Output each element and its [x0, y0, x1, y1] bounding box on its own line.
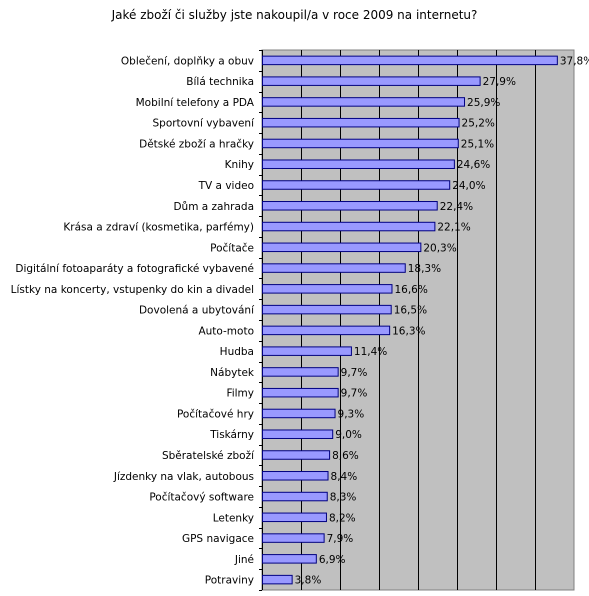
category-label: Auto-moto: [198, 325, 254, 337]
category-label: Bílá technika: [186, 76, 254, 88]
category-label: Mobilní telefony a PDA: [136, 97, 255, 109]
category-label: Počítače: [210, 242, 254, 254]
bar: [262, 346, 352, 356]
category-label: Počítačový software: [149, 492, 254, 504]
bar: [262, 450, 331, 460]
bar: [262, 429, 334, 439]
bar: [262, 117, 460, 128]
value-label: 6,9%: [319, 554, 346, 566]
bar: [262, 180, 451, 190]
bar: [262, 304, 392, 315]
value-label: 9,0%: [335, 429, 362, 441]
chart-title: Jaké zboží či služby jste nakoupil/a v r…: [111, 8, 478, 22]
category-label: Dětské zboží a hračky: [139, 138, 254, 150]
value-label: 11,4%: [354, 346, 387, 358]
category-label: Knihy: [225, 159, 254, 171]
bar: [262, 284, 393, 294]
category-label: Sportovní vybavení: [152, 118, 255, 130]
bar: [262, 201, 438, 211]
bar: [262, 325, 391, 336]
bar: [262, 242, 422, 253]
value-label: 25,9%: [467, 97, 500, 109]
value-label: 8,2%: [329, 512, 356, 524]
category-label: Sběratelské zboží: [162, 450, 255, 462]
bar: [262, 159, 455, 169]
bar: [262, 367, 339, 377]
value-label: 16,6%: [394, 284, 427, 296]
bar: [262, 554, 317, 564]
value-label: 7,9%: [327, 533, 354, 545]
bar: [262, 471, 329, 481]
category-label: Hudba: [220, 346, 254, 358]
category-label: Lístky na koncerty, vstupenky do kin a d…: [11, 284, 254, 296]
category-label: TV a video: [198, 180, 254, 192]
value-label: 9,3%: [338, 408, 365, 420]
value-label: 20,3%: [423, 242, 456, 254]
category-label: GPS navigace: [182, 533, 254, 545]
category-label: Oblečení, doplňky a obuv: [121, 55, 254, 67]
bar: [262, 55, 558, 66]
value-label: 9,7%: [341, 367, 368, 379]
value-label: 24,0%: [452, 180, 485, 192]
bar: [262, 574, 293, 585]
bar: [262, 76, 481, 86]
bar: [262, 387, 339, 398]
bar: [262, 97, 466, 107]
value-label: 16,5%: [394, 305, 427, 317]
bar: [262, 263, 406, 273]
value-label: 24,6%: [457, 159, 490, 171]
bar: [262, 221, 436, 232]
value-label: 37,8%: [560, 55, 589, 67]
category-label: Potraviny: [205, 575, 254, 587]
bar: [262, 138, 459, 149]
category-label: Filmy: [226, 388, 254, 400]
value-label: 25,1%: [461, 138, 494, 150]
bar: [262, 408, 336, 419]
category-label: Digitální fotoaparáty a fotografické vyb…: [15, 263, 254, 275]
category-label: Dům a zahrada: [173, 201, 254, 213]
value-label: 27,9%: [483, 76, 516, 88]
value-label: 9,7%: [341, 388, 368, 400]
category-label: Jiné: [234, 554, 254, 566]
bar: [262, 512, 327, 523]
value-label: 18,3%: [408, 263, 441, 275]
bar: [262, 533, 325, 543]
category-label: Počítačové hry: [177, 408, 254, 420]
category-label: Krása a zdraví (kosmetika, parfémy): [63, 222, 254, 234]
value-label: 22,4%: [440, 201, 473, 213]
value-label: 25,2%: [462, 118, 495, 130]
value-label: 22,1%: [437, 222, 470, 234]
category-label: Nábytek: [210, 367, 255, 379]
value-label: 8,4%: [331, 471, 358, 483]
value-label: 8,6%: [332, 450, 359, 462]
value-label: 8,3%: [330, 492, 357, 504]
bar: [262, 491, 328, 502]
value-label: 3,8%: [295, 575, 322, 587]
category-label: Jízdenky na vlak, autobous: [113, 471, 254, 483]
category-label: Tiskárny: [209, 429, 254, 441]
value-label: 16,3%: [392, 325, 425, 337]
category-label: Dovolená a ubytování: [139, 305, 255, 317]
category-label: Letenky: [213, 512, 254, 524]
